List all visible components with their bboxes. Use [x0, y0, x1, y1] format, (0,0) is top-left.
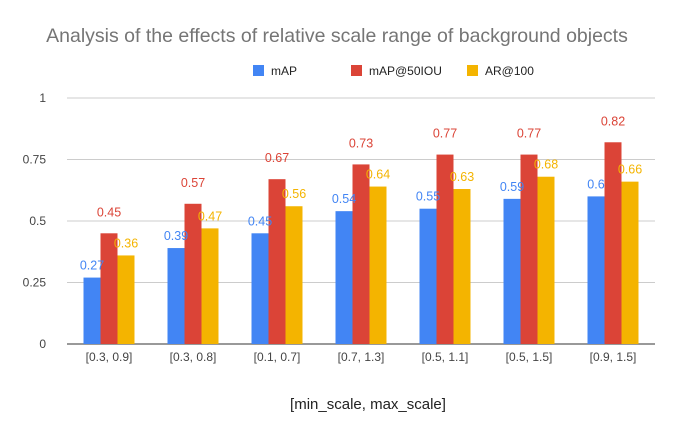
- x-tick-label: [0.7, 1.3]: [338, 350, 385, 364]
- legend-label: mAP@50IOU: [369, 64, 442, 78]
- y-tick-label: 0: [39, 337, 46, 351]
- bar-ar-100: [369, 186, 387, 344]
- bar-ar-100: [537, 176, 555, 344]
- data-label: 0.39: [164, 229, 188, 243]
- data-label: 0.63: [450, 170, 474, 184]
- bar-map: [503, 198, 521, 344]
- legend-label: mAP: [271, 64, 297, 78]
- data-label: 0.47: [198, 209, 222, 223]
- data-label: 0.57: [181, 176, 205, 190]
- bar-map: [167, 248, 185, 344]
- bar-ar-100: [621, 181, 639, 344]
- legend: mAP mAP@50IOU AR@100: [253, 64, 534, 78]
- bar-map: [335, 211, 353, 344]
- bar-map: [587, 196, 605, 344]
- legend-swatch-map: [253, 65, 264, 76]
- y-tick-label: 0.75: [23, 153, 47, 167]
- x-tick-label: [0.3, 0.9]: [86, 350, 133, 364]
- bar-ar-100: [201, 228, 219, 344]
- bar-map: [419, 208, 437, 344]
- data-label: 0.77: [433, 127, 457, 141]
- chart-title: Analysis of the effects of relative scal…: [46, 25, 628, 47]
- data-label: 0.55: [416, 190, 440, 204]
- data-label: 0.68: [534, 158, 558, 172]
- x-tick-label: [0.5, 1.5]: [506, 350, 553, 364]
- bar-map-50iou: [604, 142, 622, 344]
- data-label: 0.54: [332, 192, 356, 206]
- data-label: 0.59: [500, 180, 524, 194]
- bar-map-50iou: [520, 154, 538, 344]
- legend-label: AR@100: [485, 64, 534, 78]
- y-tick-label: 0.5: [29, 214, 46, 228]
- bar-map: [83, 277, 101, 344]
- bars: [83, 142, 639, 344]
- bar-map-50iou: [352, 164, 370, 344]
- x-tick-label: [0.5, 1.1]: [422, 350, 469, 364]
- legend-swatch-ar-100: [467, 65, 478, 76]
- data-labels: 0.27 0.45 0.36 0.39 0.57 0.47 0.45 0.67 0.56 0.54…: [80, 114, 642, 272]
- bar-ar-100: [285, 206, 303, 344]
- x-tick-label: [0.1, 0.7]: [254, 350, 301, 364]
- data-label: 0.6: [587, 177, 604, 191]
- bar-map-50iou: [184, 203, 202, 344]
- data-label: 0.64: [366, 168, 390, 182]
- bar-map-50iou: [436, 154, 454, 344]
- data-label: 0.66: [618, 163, 642, 177]
- data-label: 0.56: [282, 187, 306, 201]
- data-label: 0.27: [80, 259, 104, 273]
- x-axis-ticks: [0.3, 0.9] [0.3, 0.8] [0.1, 0.7] [0.7, 1.3]…: [86, 350, 637, 364]
- y-tick-label: 0.25: [23, 276, 47, 290]
- legend-swatch-map-50iou: [351, 65, 362, 76]
- y-tick-label: 1: [39, 91, 46, 105]
- data-label: 0.73: [349, 136, 373, 150]
- bar-map-50iou: [100, 233, 118, 344]
- data-label: 0.45: [248, 214, 272, 228]
- data-label: 0.36: [114, 236, 138, 250]
- x-tick-label: [0.3, 0.8]: [170, 350, 217, 364]
- data-label: 0.67: [265, 151, 289, 165]
- data-label: 0.45: [97, 205, 121, 219]
- data-label: 0.82: [601, 114, 625, 128]
- y-axis-ticks: 0 0.25 0.5 0.75 1: [23, 91, 47, 351]
- x-axis-label: [min_scale, max_scale]: [290, 396, 446, 413]
- data-label: 0.77: [517, 127, 541, 141]
- x-tick-label: [0.9, 1.5]: [590, 350, 637, 364]
- bar-map-50iou: [268, 179, 286, 344]
- bar-map: [251, 233, 269, 344]
- bar-ar-100: [453, 189, 471, 344]
- bar-ar-100: [117, 255, 135, 344]
